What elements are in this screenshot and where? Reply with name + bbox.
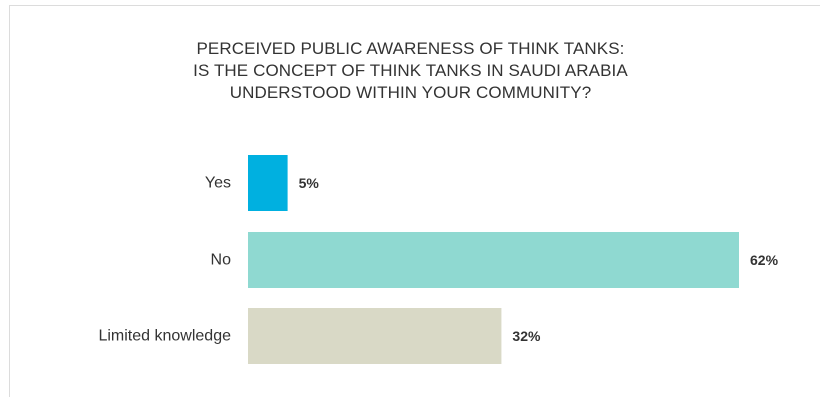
- category-label-no: No: [211, 252, 232, 269]
- chart-title-line-2: IS THE CONCEPT OF THINK TANKS IN SAUDI A…: [193, 61, 628, 80]
- chart-title-line-3: UNDERSTOOD WITHIN YOUR COMMUNITY?: [229, 83, 592, 102]
- chart-title-line-1: PERCEIVED PUBLIC AWARENESS OF THINK TANK…: [196, 39, 625, 58]
- bar-yes: [248, 155, 288, 211]
- chart-title: PERCEIVED PUBLIC AWARENESS OF THINK TANK…: [0, 38, 821, 104]
- value-label-yes: 5%: [299, 175, 320, 191]
- bar-no: [248, 232, 739, 288]
- category-label-yes: Yes: [205, 175, 231, 192]
- value-label-limited-knowledge: 32%: [512, 328, 541, 344]
- bar-limited-knowledge: [248, 308, 502, 364]
- value-label-no: 62%: [750, 252, 779, 268]
- category-label-limited-knowledge: Limited knowledge: [98, 328, 231, 345]
